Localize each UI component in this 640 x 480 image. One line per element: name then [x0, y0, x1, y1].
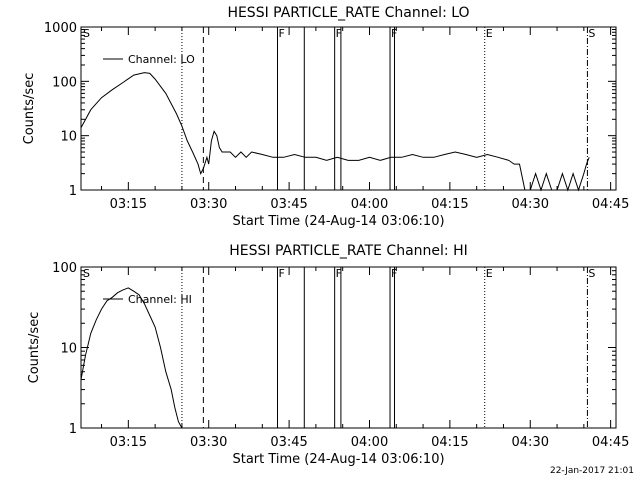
y-tick-label: 1 [69, 422, 77, 437]
x-tick-label: 04:45 [592, 197, 629, 212]
x-tick-label: 03:15 [110, 197, 147, 212]
plot-frame [80, 266, 617, 429]
y-tick-label: 100 [52, 261, 77, 276]
x-axis-label: Start Time (24-Aug-14 03:06:10) [232, 214, 444, 229]
x-tick-label: 03:30 [190, 197, 227, 212]
series-line [80, 72, 590, 192]
x-tick-label: 03:15 [110, 435, 147, 450]
y-tick-label: 1000 [44, 21, 77, 36]
x-tick-label: 03:45 [270, 435, 307, 450]
x-tick-label: 04:30 [512, 435, 549, 450]
x-axis-label: Start Time (24-Aug-14 03:06:10) [232, 452, 444, 467]
x-tick-label: 04:15 [431, 435, 468, 450]
corner-label: S [83, 267, 90, 280]
event-marker-label: S [588, 267, 595, 280]
footer-timestamp: 22-Jan-2017 21:01 [549, 466, 634, 476]
event-marker-label: E [486, 267, 493, 280]
event-marker-label: E [486, 27, 493, 40]
event-marker-label: F [336, 267, 342, 280]
chart-title: HESSI PARTICLE_RATE Channel: HI [229, 243, 467, 259]
y-axis-label: Counts/sec [27, 312, 42, 384]
y-tick-label: 10 [60, 130, 77, 145]
corner-label: S [83, 27, 90, 40]
y-tick-label: 100 [52, 75, 77, 90]
x-tick-label: 03:30 [190, 435, 227, 450]
legend-label: Channel: HI [128, 293, 192, 306]
x-tick-label: 03:45 [270, 197, 307, 212]
plot-frame [80, 26, 617, 191]
event-marker-label: F [278, 267, 284, 280]
event-marker-label: S [588, 27, 595, 40]
chart-title: HESSI PARTICLE_RATE Channel: LO [227, 5, 469, 21]
y-tick-label: 1 [69, 184, 77, 199]
y-tick-label: 10 [60, 342, 77, 357]
chart-panel-0: HESSI PARTICLE_RATE Channel: LO 1 10 100 100… [22, 5, 629, 229]
legend-label: Channel: LO [128, 53, 195, 66]
x-tick-label: 04:30 [512, 197, 549, 212]
event-marker-label: F [278, 27, 284, 40]
x-tick-label: 04:45 [592, 435, 629, 450]
x-tick-label: 04:00 [351, 197, 388, 212]
x-tick-label: 04:15 [431, 197, 468, 212]
x-tick-label: 04:00 [351, 435, 388, 450]
series-line [80, 287, 183, 429]
chart-panel-1: HESSI PARTICLE_RATE Channel: HI 1 10 100 03:… [27, 243, 629, 467]
event-marker-label: F [336, 27, 342, 40]
y-axis-label: Counts/sec [22, 73, 37, 145]
